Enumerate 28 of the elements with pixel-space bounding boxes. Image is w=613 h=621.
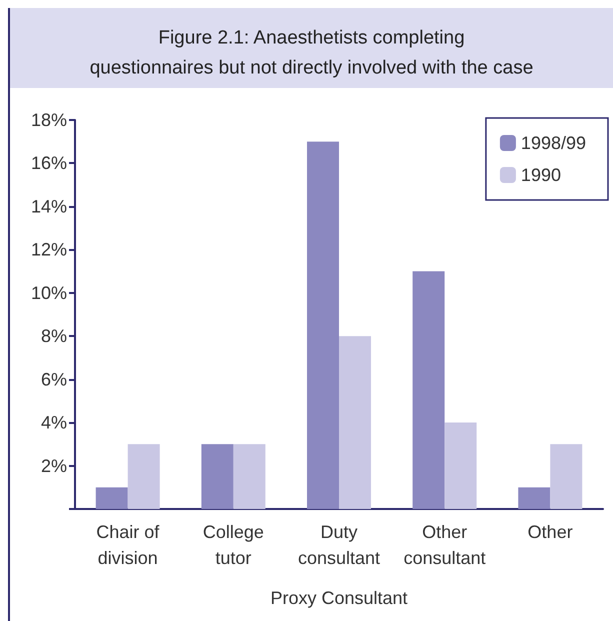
bar <box>96 487 128 509</box>
bar <box>518 487 550 509</box>
y-tick-label: 8% <box>40 326 67 346</box>
x-tick-label: Duty consultant <box>298 522 380 568</box>
bar <box>339 336 371 509</box>
y-tick-label: 12% <box>30 240 67 260</box>
y-tick-label: 18% <box>30 110 67 130</box>
y-tick-label: 10% <box>30 282 67 303</box>
y-tick-label: 14% <box>30 196 67 216</box>
y-tick-label: 4% <box>40 412 67 433</box>
legend-label: 1998/99 <box>520 133 586 153</box>
bar <box>128 444 160 509</box>
legend-label: 1990 <box>520 165 561 185</box>
bar <box>201 444 234 509</box>
bar <box>307 142 339 509</box>
x-tick-label: Other consultant <box>404 522 486 568</box>
x-tick-label: Other <box>528 522 573 542</box>
y-tick-label: 2% <box>40 456 67 476</box>
x-tick-label: College tutor <box>202 522 264 568</box>
x-axis-title: Proxy Consultant <box>270 588 408 608</box>
bar <box>412 271 445 509</box>
bar <box>233 444 266 509</box>
bar <box>444 422 477 509</box>
y-tick-label: 6% <box>40 369 67 390</box>
chart-title: Figure 2.1: Anaesthetists completing questionnaires but not directly involved with the case <box>90 28 534 78</box>
x-tick-label: Chair of division <box>96 522 160 568</box>
bar <box>550 444 582 509</box>
y-tick-label: 16% <box>30 153 67 174</box>
